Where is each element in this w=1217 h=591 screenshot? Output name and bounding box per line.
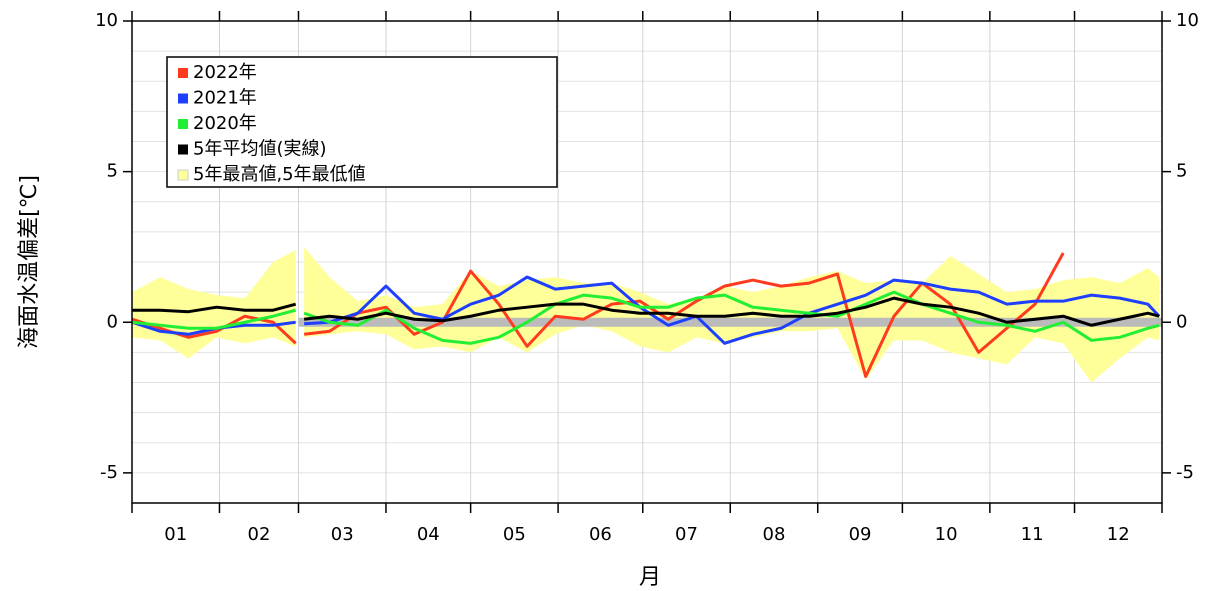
legend-swatch (178, 144, 188, 155)
y-tick-label: -5 (100, 462, 118, 483)
x-tick-label: 04 (417, 524, 440, 545)
series-line (304, 275, 1161, 345)
legend-swatch (178, 68, 188, 78)
legend-label: 2020年 (193, 113, 257, 134)
series-line (131, 308, 297, 330)
x-tick-label: 08 (763, 524, 786, 545)
y-tick-label: 10 (95, 10, 118, 31)
legend-label: 5年平均値(実線) (193, 139, 327, 160)
legend-swatch (177, 169, 189, 181)
legend-swatch (178, 119, 188, 129)
series-line (303, 296, 1160, 327)
legend-label: 2022年 (193, 62, 257, 83)
x-axis-label: 月 (639, 565, 661, 590)
x-tick-label: 06 (589, 524, 612, 545)
x-tick-label: 10 (935, 524, 958, 545)
legend-box (166, 56, 558, 188)
x-tick-label: 02 (248, 524, 271, 545)
x-tick-label: 05 (503, 524, 526, 545)
series-line (303, 290, 1160, 345)
x-tick-label: 12 (1107, 524, 1130, 545)
y-tick-label: 5 (1176, 161, 1187, 182)
legend-label: 5年最高値,5年最低値 (193, 164, 366, 185)
legend: 2022年 2021年 2020年 5年平均値(実線) 5年最高値,5年最低値 (166, 56, 558, 188)
y-tick-label: 5 (107, 161, 118, 182)
x-tick-label: 07 (675, 524, 698, 545)
series-line (132, 302, 297, 314)
plot-frame (131, 20, 1163, 504)
x-tick-label: 11 (1021, 524, 1044, 545)
y-tick-label: -5 (1176, 462, 1194, 483)
x-tick-label: 09 (849, 524, 872, 545)
x-tick-label: 03 (331, 524, 354, 545)
x-tick-label: 01 (164, 524, 187, 545)
y-axis-label: 海面水温偏差[℃] (17, 175, 42, 349)
y-tick-label: 0 (1176, 311, 1187, 332)
legend-label: 2021年 (193, 88, 257, 109)
series-line (131, 314, 297, 345)
band-area (132, 249, 296, 359)
y-tick-label: 10 (1176, 10, 1199, 31)
y-tick-label: 0 (107, 311, 118, 332)
series-line (303, 252, 1065, 378)
legend-swatch (178, 93, 188, 104)
